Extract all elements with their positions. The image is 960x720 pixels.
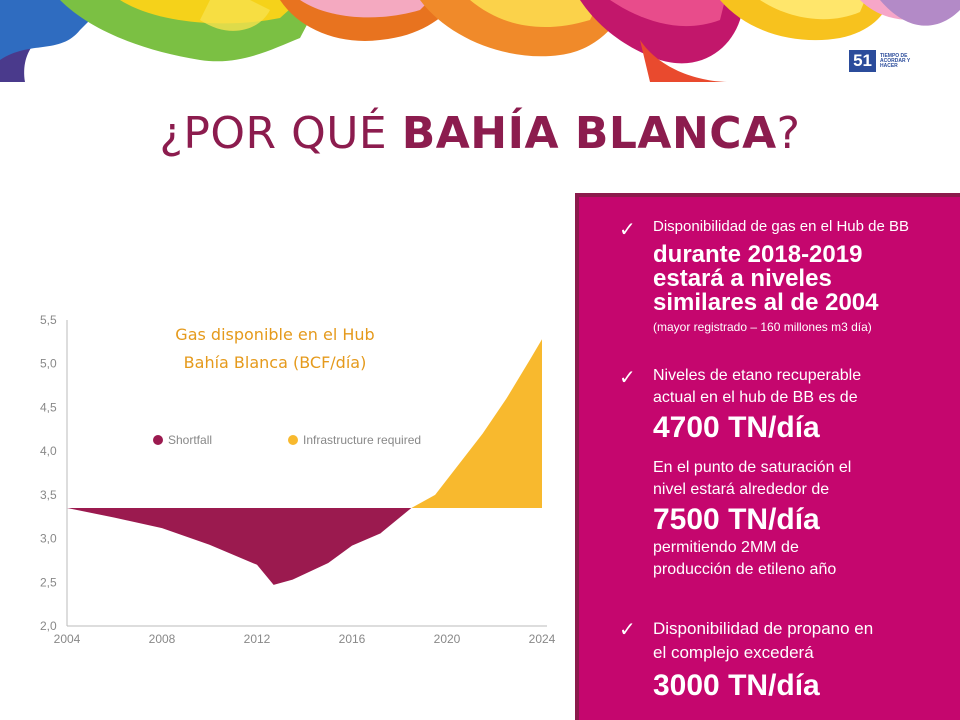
item3-lead-line: el complejo excederá bbox=[653, 643, 814, 662]
info-panel: ✓ Disponibilidad de gas en el Hub de BB … bbox=[575, 193, 960, 720]
checkmark-icon: ✓ bbox=[619, 367, 636, 389]
chart-title-line: Bahía Blanca (BCF/día) bbox=[184, 353, 367, 372]
y-tick-label: 3,5 bbox=[40, 488, 57, 502]
x-tick-label: 2004 bbox=[54, 632, 81, 646]
item1-note: (mayor registrado – 160 millones m3 día) bbox=[653, 320, 872, 334]
gas-availability-chart: 2,0 2,5 3,0 3,5 4,0 4,5 5,0 5,5 2004 2008 2012 2016… bbox=[40, 313, 556, 646]
legend-swatch bbox=[153, 435, 163, 445]
item2-para2-line: producción de etileno año bbox=[653, 561, 837, 578]
item1-bold-line: estará a niveles bbox=[653, 265, 832, 292]
item2-para2-line: permitiendo 2MM de bbox=[653, 539, 799, 556]
shortfall-area bbox=[67, 507, 412, 585]
legend-label: Infrastructure required bbox=[303, 433, 421, 447]
info-item-propane: ✓ Disponibilidad de propano en el comple… bbox=[619, 617, 950, 703]
item3-lead-line: Disponibilidad de propano en bbox=[653, 619, 874, 638]
item2-para-line: En el punto de saturación el bbox=[653, 459, 852, 476]
checkmark-icon: ✓ bbox=[619, 619, 636, 641]
legend-swatch bbox=[288, 435, 298, 445]
logo-number: 51 bbox=[849, 50, 876, 72]
title-bold: BAHÍA BLANCA bbox=[401, 108, 777, 159]
legend-label: Shortfall bbox=[168, 433, 212, 447]
item1-bold-line: similares al de 2004 bbox=[653, 289, 879, 316]
item1-lead: Disponibilidad de gas en el Hub de BB bbox=[653, 218, 910, 235]
y-tick-label: 4,0 bbox=[40, 444, 57, 458]
item2-value: 4700 TN/día bbox=[653, 411, 820, 444]
info-item-ethane: ✓ Niveles de etano recuperable actual en… bbox=[619, 365, 950, 581]
x-tick-label: 2008 bbox=[149, 632, 176, 646]
y-tick-label: 2,0 bbox=[40, 619, 57, 633]
page-title: ¿POR QUÉ BAHÍA BLANCA? bbox=[0, 108, 960, 159]
title-normal: ¿POR QUÉ bbox=[159, 108, 402, 159]
item2-value2: 7500 TN/día bbox=[653, 503, 820, 536]
y-tick-label: 3,0 bbox=[40, 532, 57, 546]
x-tick-label: 2012 bbox=[244, 632, 271, 646]
chart-title-line: Gas disponible en el Hub bbox=[175, 325, 374, 344]
x-tick-label: 2020 bbox=[434, 632, 461, 646]
item2-para-line: nivel estará alrededor de bbox=[653, 481, 830, 498]
checkmark-icon: ✓ bbox=[619, 219, 636, 241]
colorful-banner-graphic bbox=[0, 0, 960, 82]
y-tick-label: 5,5 bbox=[40, 313, 57, 327]
y-tick-label: 2,5 bbox=[40, 575, 57, 589]
item3-value: 3000 TN/día bbox=[653, 669, 820, 702]
y-tick-label: 5,0 bbox=[40, 357, 57, 371]
x-tick-label: 2016 bbox=[339, 632, 366, 646]
x-tick-label: 2024 bbox=[529, 632, 556, 646]
infrastructure-area bbox=[411, 339, 542, 508]
title-end: ? bbox=[776, 108, 801, 159]
brand-logo: 51 TIEMPO DE ACORDAR Y HACER bbox=[849, 50, 920, 72]
item1-bold-line: durante 2018-2019 bbox=[653, 241, 863, 268]
y-tick-label: 4,5 bbox=[40, 400, 57, 414]
item2-lead-line: Niveles de etano recuperable bbox=[653, 367, 862, 384]
info-item-gas: ✓ Disponibilidad de gas en el Hub de BB … bbox=[619, 217, 950, 335]
top-banner: 51 TIEMPO DE ACORDAR Y HACER bbox=[0, 0, 960, 82]
item2-lead-line: actual en el hub de BB es de bbox=[653, 389, 858, 406]
logo-text: TIEMPO DE ACORDAR Y HACER bbox=[880, 52, 911, 69]
